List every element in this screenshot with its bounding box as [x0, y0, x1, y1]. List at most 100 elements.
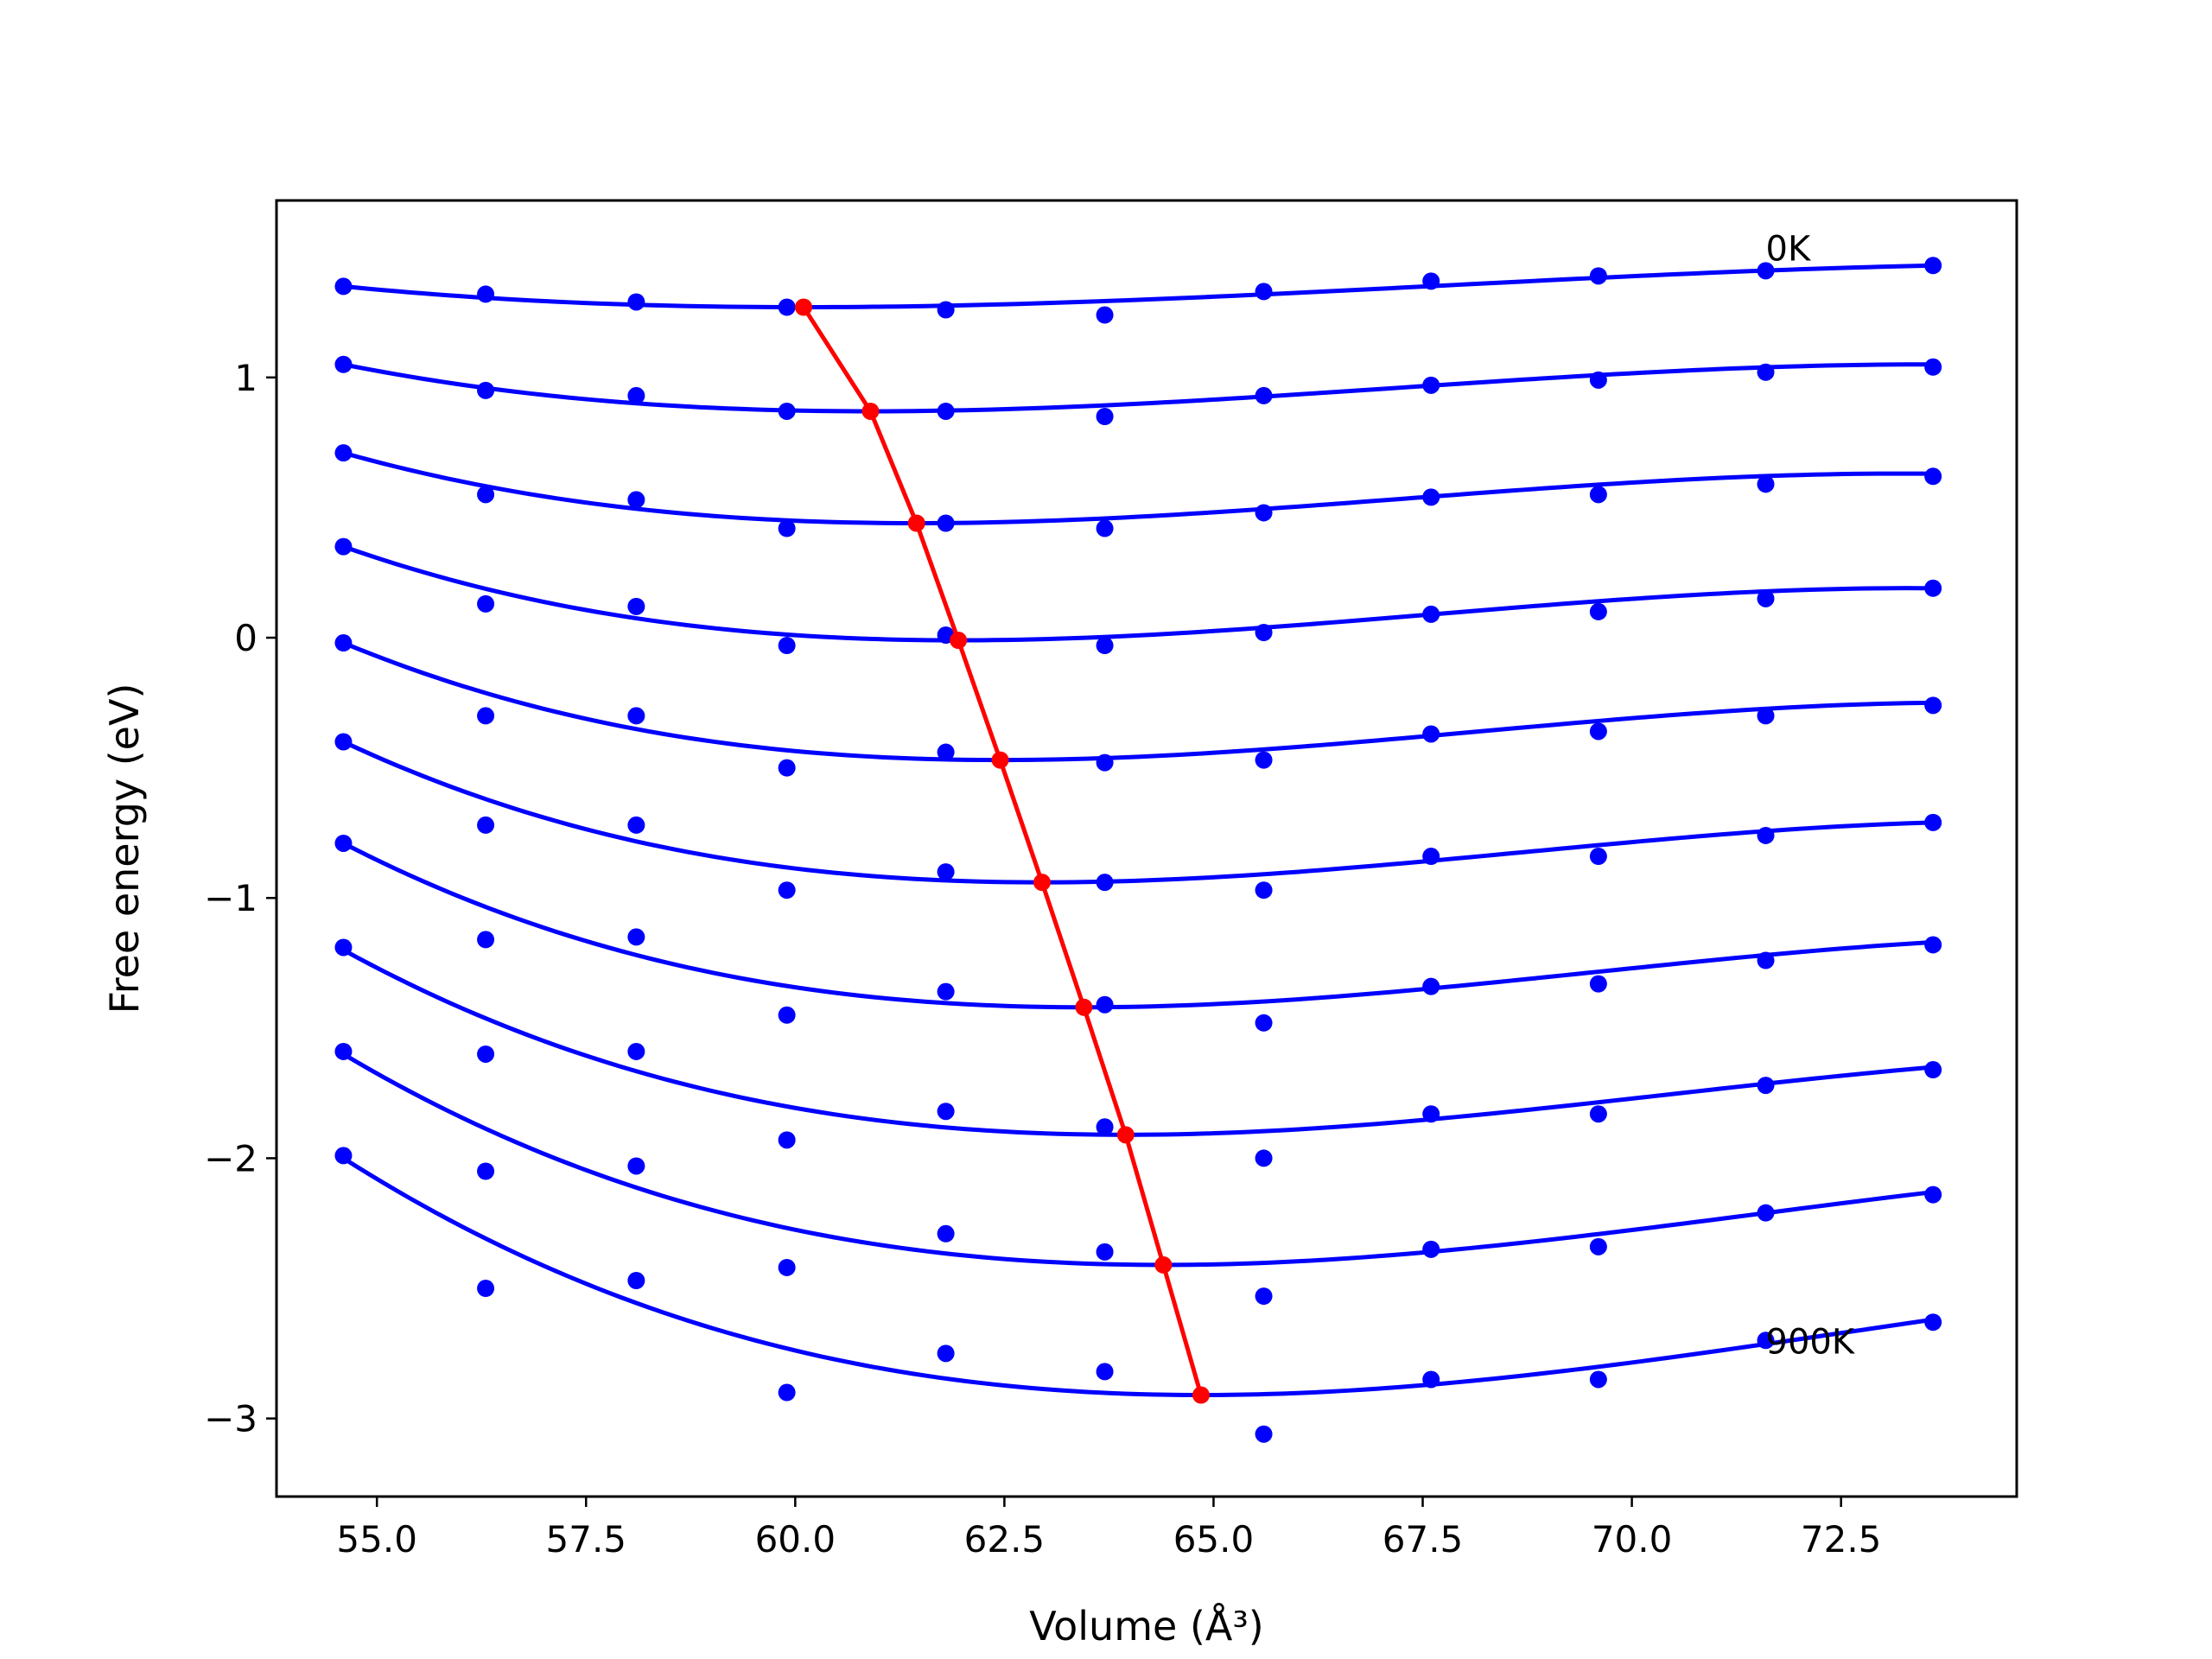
data-point: [627, 928, 645, 946]
data-point: [778, 881, 796, 899]
data-point: [1096, 1118, 1114, 1136]
minimum-point: [861, 402, 880, 420]
data-point: [1096, 306, 1114, 324]
y-tick-label: 0: [234, 617, 257, 659]
data-point: [937, 1224, 955, 1243]
data-point: [1924, 936, 1942, 954]
data-point: [1924, 1061, 1942, 1079]
data-point: [334, 1042, 353, 1060]
data-point: [1255, 504, 1273, 522]
x-tick-label: 65.0: [1173, 1518, 1255, 1560]
data-point: [1255, 1287, 1273, 1306]
data-point: [1422, 272, 1440, 290]
data-point: [1422, 488, 1440, 506]
data-point: [1589, 267, 1607, 285]
data-point: [1422, 1370, 1440, 1389]
data-point: [1096, 637, 1114, 655]
annotation-label: 0K: [1766, 229, 1812, 269]
data-point: [627, 816, 645, 834]
data-point: [937, 1344, 955, 1363]
annotation-layer: 0K 900K: [1766, 229, 1856, 1362]
data-point: [1096, 408, 1114, 425]
data-point: [778, 1131, 796, 1149]
data-point: [1757, 707, 1775, 725]
data-point: [1757, 951, 1775, 969]
data-point: [1757, 363, 1775, 381]
data-point: [1589, 371, 1607, 389]
minimum-point: [907, 514, 925, 532]
data-point: [1589, 602, 1607, 620]
plot-frame: [275, 199, 2018, 1498]
minimum-point: [1154, 1255, 1173, 1274]
x-tick-label: 55.0: [336, 1518, 417, 1560]
data-point: [627, 597, 645, 615]
data-point: [1096, 1363, 1114, 1381]
fit-curve-4: [342, 640, 1934, 763]
data-point: [778, 759, 796, 777]
data-point: [1096, 995, 1114, 1014]
data-point: [1096, 519, 1114, 537]
data-point: [937, 402, 955, 420]
data-point: [1589, 1105, 1607, 1123]
data-point: [1255, 1149, 1273, 1167]
data-point: [1757, 589, 1775, 607]
data-point: [627, 1157, 645, 1175]
data-point: [1255, 1425, 1273, 1443]
fit-curve-3: [342, 544, 1934, 643]
data-point: [1757, 1204, 1775, 1222]
data-point: [937, 1103, 955, 1121]
minima-layer: [795, 298, 1210, 1404]
data-point: [1589, 1237, 1607, 1255]
data-point: [1924, 813, 1942, 831]
data-point: [778, 637, 796, 655]
data-point: [477, 931, 495, 949]
fit-curve-7: [342, 948, 1934, 1137]
data-point: [1757, 1332, 1775, 1350]
data-point: [1924, 1313, 1942, 1332]
fit-curve-2: [342, 450, 1934, 525]
data-point: [334, 938, 353, 957]
data-point: [334, 634, 353, 652]
x-tick-label: 62.5: [964, 1518, 1046, 1560]
data-point: [1924, 257, 1942, 275]
data-point: [334, 834, 353, 852]
annotation-label: 900K: [1766, 1322, 1856, 1362]
x-tick-label: 70.0: [1592, 1518, 1673, 1560]
data-point: [1757, 826, 1775, 844]
fit-curve-0: [343, 263, 1934, 309]
data-point: [1255, 751, 1273, 769]
data-point: [778, 1258, 796, 1276]
data-point: [627, 707, 645, 725]
data-point: [778, 1006, 796, 1024]
minima-line: [801, 306, 1204, 1396]
data-point: [334, 733, 353, 751]
fit-curve-1: [342, 362, 1934, 414]
x-axis-ticks: 55.0 57.5 60.0 62.5 65.0 67.5 70.0 72.5: [336, 1497, 1881, 1560]
data-point: [1589, 722, 1607, 741]
fit-curve-8: [342, 1052, 1934, 1268]
data-point: [778, 298, 796, 316]
x-axis-label: Volume (Å³): [1029, 1603, 1264, 1649]
data-point: [1255, 1014, 1273, 1032]
data-point: [1422, 605, 1440, 623]
minimum-point: [1116, 1126, 1135, 1144]
data-point: [1589, 848, 1607, 866]
data-point: [334, 1147, 353, 1165]
data-point: [334, 537, 353, 556]
data-point: [477, 1280, 495, 1298]
data-point: [627, 1042, 645, 1060]
data-point: [1422, 725, 1440, 743]
data-point: [477, 1162, 495, 1180]
data-point: [1924, 467, 1942, 486]
y-axis-label: Free energy (eV): [101, 683, 148, 1014]
data-point: [477, 285, 495, 303]
minimum-point: [1075, 998, 1093, 1016]
y-tick-label: −2: [204, 1137, 257, 1179]
data-point: [334, 355, 353, 373]
data-point: [1255, 283, 1273, 301]
minimum-point: [950, 632, 968, 650]
data-point: [334, 277, 353, 296]
data-point: [1924, 579, 1942, 597]
data-point: [1757, 1077, 1775, 1095]
fit-curve-6: [342, 841, 1934, 1010]
